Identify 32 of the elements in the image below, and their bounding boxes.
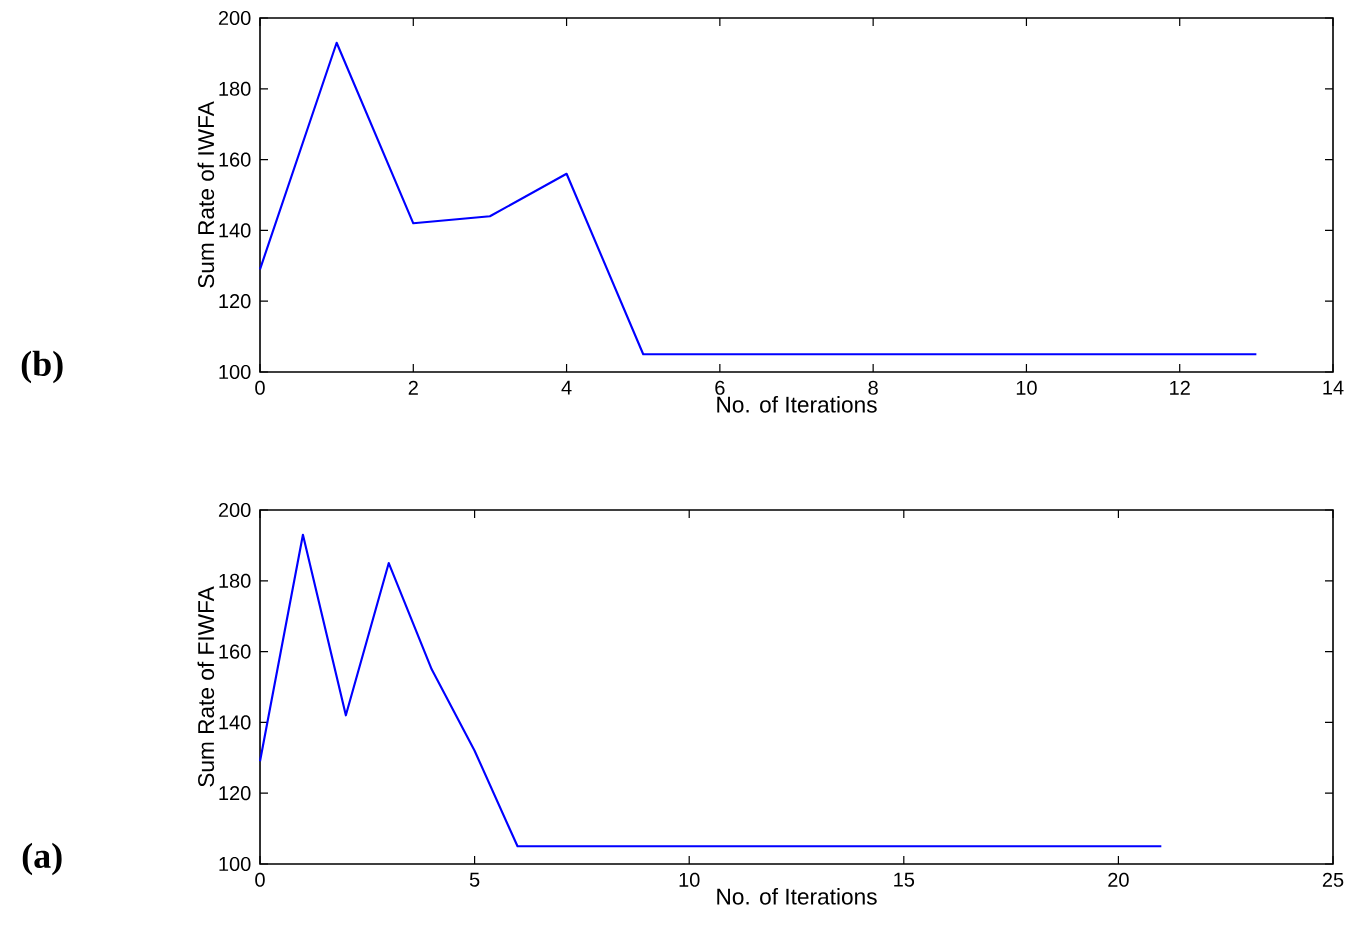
x-tick-label: 10 (1016, 380, 1037, 395)
text: (b) (21, 350, 63, 384)
y-tick-label: 120 (219, 786, 251, 801)
x-tick-label: 20 (1108, 872, 1129, 887)
y-tick-label: 160 (219, 152, 251, 167)
y-axis-title: Sum Rate of IWFA (197, 101, 215, 288)
x-tick-label: 8 (868, 380, 878, 395)
y-tick-label: 180 (219, 573, 251, 588)
y-tick-label: 100 (219, 856, 251, 872)
y-tick-label: 160 (219, 644, 251, 659)
x-axis-title: No. of Iterations (717, 888, 877, 905)
y-axis-title: Sum Rate of FIWFA (197, 586, 215, 787)
y-tick-label: 180 (219, 81, 251, 96)
text: (a) (22, 842, 62, 876)
y-tick-label: 120 (219, 294, 251, 309)
y-tick-label: 200 (218, 502, 251, 518)
y-tick-label: 140 (219, 223, 251, 238)
x-axis-title: No. of Iterations (717, 396, 877, 413)
y-tick-label: 140 (219, 715, 251, 730)
x-tick-label: 0 (255, 380, 265, 395)
x-tick-label: 2 (408, 380, 418, 395)
x-tick-label: 10 (679, 872, 700, 887)
y-tick-label: 200 (218, 10, 251, 26)
y-tick-label: 100 (219, 364, 251, 380)
x-tick-label: 6 (715, 380, 725, 395)
x-tick-label: 25 (1322, 872, 1344, 887)
x-tick-label: 4 (561, 380, 572, 395)
x-tick-label: 15 (894, 872, 915, 887)
x-tick-label: 0 (255, 872, 265, 887)
x-tick-label: 14 (1323, 380, 1344, 395)
x-tick-label: 12 (1170, 380, 1190, 395)
x-tick-label: 5 (469, 872, 480, 887)
